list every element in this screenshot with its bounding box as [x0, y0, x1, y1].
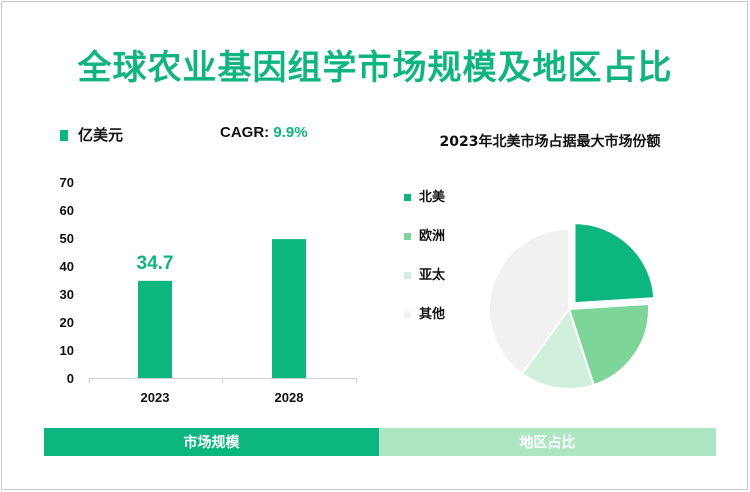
pie-title: 2023年北美市场占据最大市场份额 [439, 134, 661, 150]
pie-slice-2 [520, 306, 595, 390]
y-tick-label: 10 [60, 343, 74, 358]
tab-label: 地区占比 [519, 435, 576, 451]
legend-label: 其他 [419, 307, 446, 322]
legend-swatch [404, 233, 411, 240]
tab-label: 市场规模 [183, 435, 240, 451]
tab-market-size[interactable]: 市场规模 [44, 428, 379, 456]
y-tick-label: 20 [60, 315, 74, 330]
legend-swatch [404, 194, 411, 201]
pie-slice-3 [488, 227, 570, 376]
y-tick-label: 60 [60, 203, 74, 218]
y-tick-label: 50 [60, 231, 74, 246]
legend-swatch [404, 272, 411, 279]
legend-label: 北美 [419, 190, 446, 205]
bar-legend: 亿美元 [60, 124, 123, 145]
legend-swatch [60, 130, 68, 141]
legend-label: 亿美元 [78, 126, 124, 144]
legend-label: 欧洲 [419, 229, 446, 244]
bar-2023 [138, 280, 172, 378]
y-tick-label: 0 [67, 371, 74, 386]
y-tick-label: 70 [60, 175, 74, 190]
bar-2028 [272, 239, 306, 378]
pie-slice-1 [567, 302, 650, 387]
legend-swatch [404, 311, 411, 318]
legend-item: 亚太 [404, 264, 445, 283]
y-tick-label: 40 [60, 259, 74, 274]
data-label: 34.7 [137, 253, 174, 274]
legend-item: 欧洲 [404, 225, 445, 244]
y-tick-label: 30 [60, 287, 74, 302]
x-tick-label: 2028 [275, 390, 304, 405]
cagr-label: CAGR: [220, 124, 270, 141]
cagr-annotation: CAGR: 9.9% [220, 124, 308, 141]
legend-label: 亚太 [419, 268, 446, 283]
legend-item: 北美 [404, 186, 445, 205]
legend-item: 其他 [404, 303, 445, 322]
x-tick-label: 2023 [141, 390, 170, 405]
cagr-value: 9.9% [273, 124, 308, 141]
page-title: 全球农业基因组学市场规模及地区占比 [77, 48, 673, 88]
pie-slice-0 [573, 222, 656, 305]
tab-regional-share[interactable]: 地区占比 [379, 428, 716, 456]
